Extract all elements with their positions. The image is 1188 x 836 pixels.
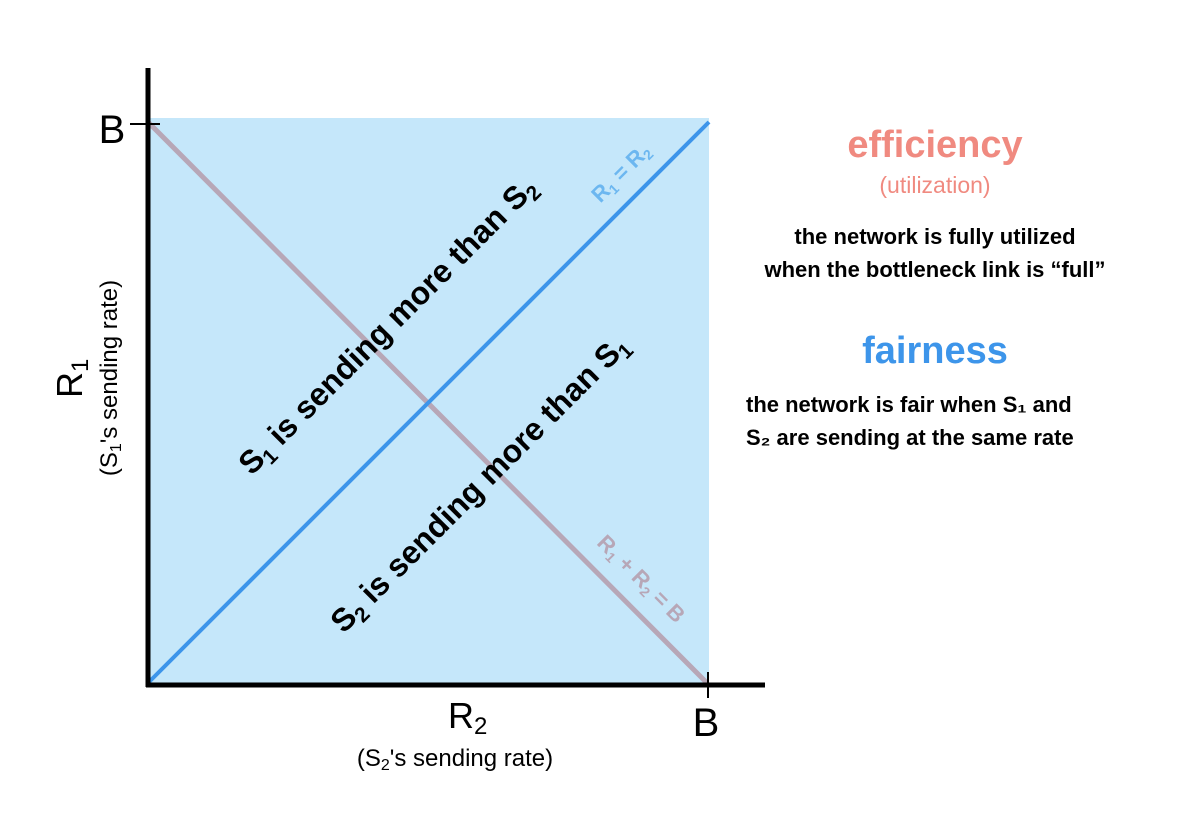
fairness-title: fairness xyxy=(862,330,1008,372)
efficiency-subtitle: (utilization) xyxy=(879,172,991,198)
efficiency-line-1: the network is fully utilized xyxy=(794,224,1076,249)
x-tick-label: B xyxy=(693,701,720,745)
fairness-line-2: S₂ are sending at the same rate xyxy=(746,425,1074,450)
fairness-line-1: the network is fair when S₁ and xyxy=(746,392,1072,417)
y-axis-label: R1 xyxy=(49,359,94,398)
efficiency-description: the network is fully utilized when the b… xyxy=(690,220,1180,286)
efficiency-line-2: when the bottleneck link is “full” xyxy=(764,257,1106,282)
y-tick-label: B xyxy=(99,108,126,152)
y-axis-caption: (S1's sending rate) xyxy=(96,280,125,476)
x-axis-label: R2 xyxy=(448,695,487,740)
x-axis-caption: (S2's sending rate) xyxy=(357,745,553,774)
efficiency-title: efficiency xyxy=(847,124,1023,166)
equal-rate-line xyxy=(146,120,711,685)
fairness-description: the network is fair when S₁ and S₂ are s… xyxy=(718,388,1178,454)
